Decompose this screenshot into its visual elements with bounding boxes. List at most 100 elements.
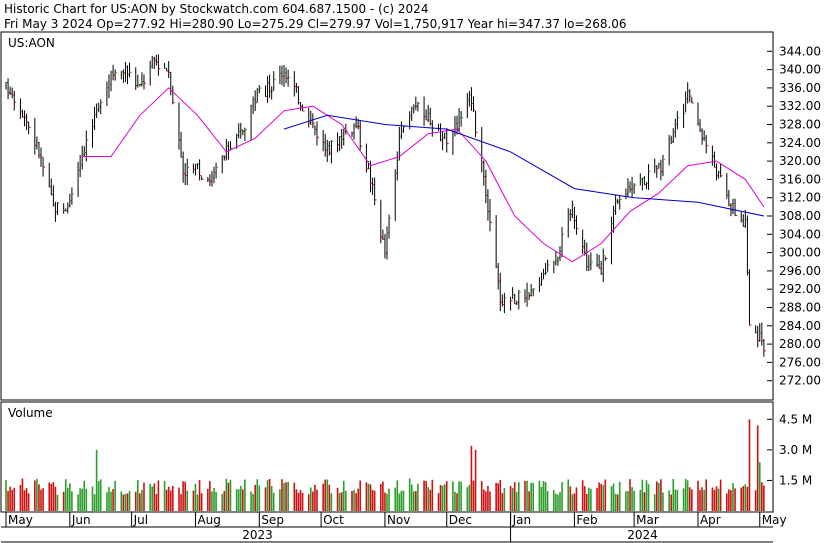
volume-bar	[336, 487, 339, 511]
volume-bar	[307, 494, 310, 511]
volume-bar	[569, 486, 572, 511]
volume-bar	[155, 494, 158, 511]
volume-bar	[180, 494, 182, 511]
volume-bar	[209, 480, 211, 511]
volume-bar	[328, 484, 331, 511]
volume-bar	[81, 488, 83, 511]
volume-bar	[380, 483, 382, 511]
volume-bar	[485, 491, 487, 511]
volume-bar	[705, 479, 708, 511]
volume-bar	[7, 490, 9, 511]
volume-bar	[600, 483, 602, 511]
volume-bar	[42, 488, 44, 511]
volume-bar	[69, 483, 71, 511]
price-tick-label: 300.00	[779, 246, 821, 260]
volume-bar	[604, 479, 607, 511]
volume-bar	[470, 445, 473, 511]
chart-header-line2: Fri May 3 2024 Op=277.92 Hi=280.90 Lo=27…	[4, 17, 627, 31]
volume-bar	[388, 488, 390, 511]
price-tick-label: 292.00	[779, 282, 821, 296]
volume-bar	[711, 487, 714, 511]
volume-bar	[124, 493, 127, 511]
volume-bar	[79, 488, 81, 511]
volume-bar	[431, 479, 434, 511]
volume-tick-label: 4.5 M	[779, 412, 812, 426]
price-tick-label: 276.00	[779, 355, 821, 369]
volume-bar	[658, 482, 660, 511]
volume-bar	[625, 491, 627, 511]
price-tick-label: 280.00	[779, 337, 821, 351]
volume-bar	[503, 487, 506, 511]
volume-bar	[612, 483, 615, 511]
month-label: Oct	[323, 513, 344, 527]
volume-bar	[40, 489, 42, 511]
volume-bar	[398, 493, 401, 511]
volume-bar	[54, 486, 57, 511]
volume-bar	[13, 487, 16, 511]
volume-bar	[402, 490, 405, 511]
volume-bar	[509, 486, 512, 511]
volume-bar	[91, 486, 94, 511]
volume-bar	[487, 486, 489, 511]
volume-bar	[740, 487, 743, 511]
volume-bar	[252, 493, 254, 511]
volume-bar	[178, 487, 180, 511]
volume-bar	[697, 480, 699, 511]
volume-bar	[77, 494, 79, 511]
volume-bar	[270, 486, 273, 511]
volume-bar	[443, 484, 446, 511]
volume-bar	[511, 487, 514, 511]
volume-bar	[56, 494, 59, 511]
volume-bar	[542, 480, 545, 511]
volume-bar	[169, 490, 172, 511]
volume-bar	[151, 486, 154, 511]
volume-bar	[495, 482, 497, 511]
volume-bar	[441, 485, 444, 511]
volume-bar	[672, 478, 675, 511]
volume-bar	[458, 481, 460, 511]
volume-bar	[763, 485, 765, 511]
month-label: Feb	[576, 513, 597, 527]
volume-bar	[670, 494, 673, 511]
volume-bar	[227, 482, 230, 511]
volume-bar	[221, 493, 224, 511]
month-label: Nov	[387, 513, 410, 527]
volume-bar	[744, 484, 747, 511]
volume-bar	[62, 491, 65, 511]
volume-bar	[538, 480, 541, 511]
price-tick-label: 344.00	[779, 44, 821, 58]
volume-bar	[703, 489, 705, 511]
volume-title: Volume	[8, 406, 53, 420]
price-tick-label: 312.00	[779, 191, 821, 205]
volume-bar	[137, 480, 139, 511]
month-label: May	[8, 513, 33, 527]
volume-bar	[437, 493, 440, 511]
volume-bar	[713, 489, 716, 511]
volume-bar	[371, 489, 374, 511]
volume-bar	[299, 489, 302, 511]
volume-bar	[394, 487, 397, 511]
price-tick-label: 324.00	[779, 136, 821, 150]
volume-bar	[38, 484, 40, 511]
volume-bar	[264, 487, 267, 511]
volume-bar	[719, 479, 722, 511]
volume-bar	[157, 480, 160, 511]
volume-bar	[474, 449, 477, 511]
volume-bar	[9, 486, 11, 511]
volume-bar	[198, 480, 201, 511]
volume-bar	[686, 480, 689, 511]
volume-bar	[165, 489, 168, 511]
volume-bar	[182, 481, 184, 511]
volume-bar	[732, 482, 734, 511]
volume-bar	[85, 488, 88, 511]
volume-bar	[324, 479, 327, 511]
volume-bar	[489, 491, 491, 511]
volume-bar	[369, 484, 372, 511]
volume-bar	[415, 491, 417, 511]
volume-bar	[258, 485, 261, 511]
volume-bar	[322, 483, 324, 511]
volume-bar	[631, 487, 633, 511]
volume-bar	[351, 491, 353, 511]
volume-bar	[186, 490, 189, 511]
